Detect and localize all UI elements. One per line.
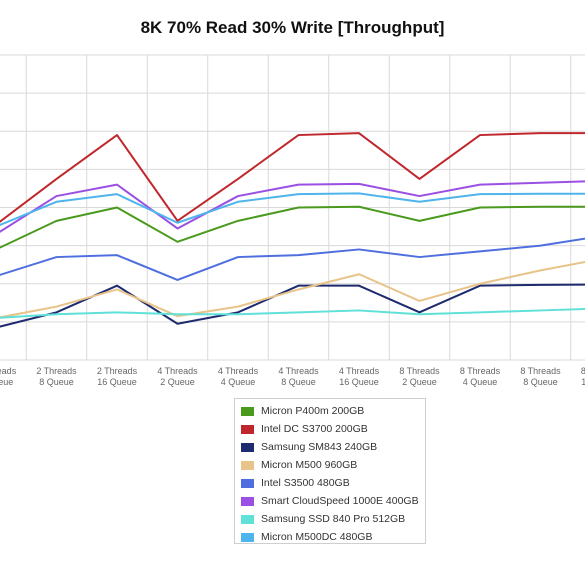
legend-item: Micron M500 960GB xyxy=(235,456,425,474)
series-line-micron-m500-960gb xyxy=(0,260,585,319)
legend-label: Intel S3500 480GB xyxy=(261,477,350,489)
x-tick-label: 8 Threads 2 Queue xyxy=(399,366,440,387)
legend-item: Intel S3500 480GB xyxy=(235,474,425,492)
series-line-smart-cloudspeed-1000e-400gb xyxy=(0,180,585,233)
legend-label: Intel DC S3700 200GB xyxy=(261,423,368,435)
legend-swatch xyxy=(241,460,254,470)
legend-swatch xyxy=(241,406,254,416)
legend-swatch xyxy=(241,424,254,434)
legend-label: Micron P400m 200GB xyxy=(261,405,365,417)
series-line-samsung-sm843-240gb xyxy=(0,283,585,328)
x-tick-label: 8 Threads 4 Queue xyxy=(460,366,501,387)
legend-label: Micron M500 960GB xyxy=(261,459,358,471)
series-line-micron-p400m-200gb xyxy=(0,205,585,249)
legend-item: Samsung SSD 840 Pro 512GB xyxy=(235,510,425,528)
legend-swatch xyxy=(241,496,254,506)
series-line-samsung-ssd-840-pro-512gb xyxy=(0,308,585,319)
series-line-intel-dc-s3700-200gb xyxy=(0,132,585,223)
series-line-intel-s3500-480gb xyxy=(0,237,585,281)
legend-item: Samsung SM843 240GB xyxy=(235,438,425,456)
x-tick-label: 2 Threads 8 Queue xyxy=(36,366,77,387)
legend-swatch xyxy=(241,532,254,542)
legend-item: Intel DC S3700 200GB xyxy=(235,420,425,438)
chart-title: 8K 70% Read 30% Write [Throughput] xyxy=(140,18,445,37)
legend-swatch xyxy=(241,514,254,524)
x-tick-label: 4 Threads 16 Queue xyxy=(339,366,380,387)
legend-label: Samsung SSD 840 Pro 512GB xyxy=(261,513,406,525)
legend-item: Smart CloudSpeed 1000E 400GB xyxy=(235,492,425,510)
series-line-micron-m500dc-480gb xyxy=(0,192,585,227)
x-tick-label: 4 Threads 8 Queue xyxy=(278,366,319,387)
x-tick-label: 8 Threads 8 Queue xyxy=(520,366,561,387)
x-tick-label: 4 Threads 2 Queue xyxy=(157,366,198,387)
legend-item: Micron P400m 200GB xyxy=(235,402,425,420)
legend-swatch xyxy=(241,442,254,452)
legend-swatch xyxy=(241,478,254,488)
legend-label: Micron M500DC 480GB xyxy=(261,531,373,543)
legend-label: Smart CloudSpeed 1000E 400GB xyxy=(261,495,419,507)
chart-legend: Micron P400m 200GB Intel DC S3700 200GB Sa… xyxy=(234,398,426,544)
legend-item: Micron M500DC 480GB xyxy=(235,528,425,546)
x-tick-label: 2 Threads 16 Queue xyxy=(97,366,138,387)
x-tick-label: 4 Threads 4 Queue xyxy=(218,366,259,387)
legend-label: Samsung SM843 240GB xyxy=(261,441,378,453)
